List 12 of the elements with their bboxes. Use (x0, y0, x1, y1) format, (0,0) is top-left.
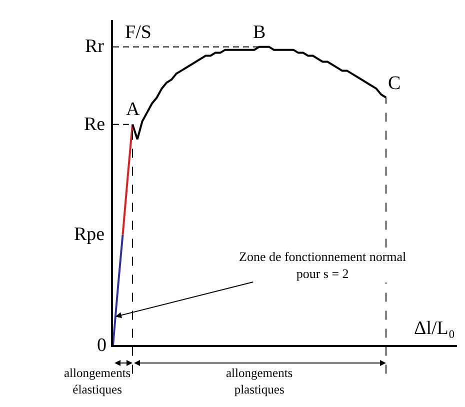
ref-line-label: Rr (85, 36, 105, 57)
text: Rpe (74, 224, 105, 245)
annotation: C (388, 73, 401, 94)
ref-line-label: Re (84, 114, 106, 135)
x-axis-title: Δl/L₀ (414, 318, 456, 339)
text: allongements plastiques (226, 366, 293, 396)
text: 0 (97, 335, 106, 356)
y-axis-title: F/S (125, 22, 152, 43)
annotation: A (126, 99, 140, 120)
text: B (253, 22, 266, 43)
annotation: Zone de fonctionnement normal pour s = 2 (239, 249, 407, 281)
text: allongements élastiques (64, 366, 131, 396)
